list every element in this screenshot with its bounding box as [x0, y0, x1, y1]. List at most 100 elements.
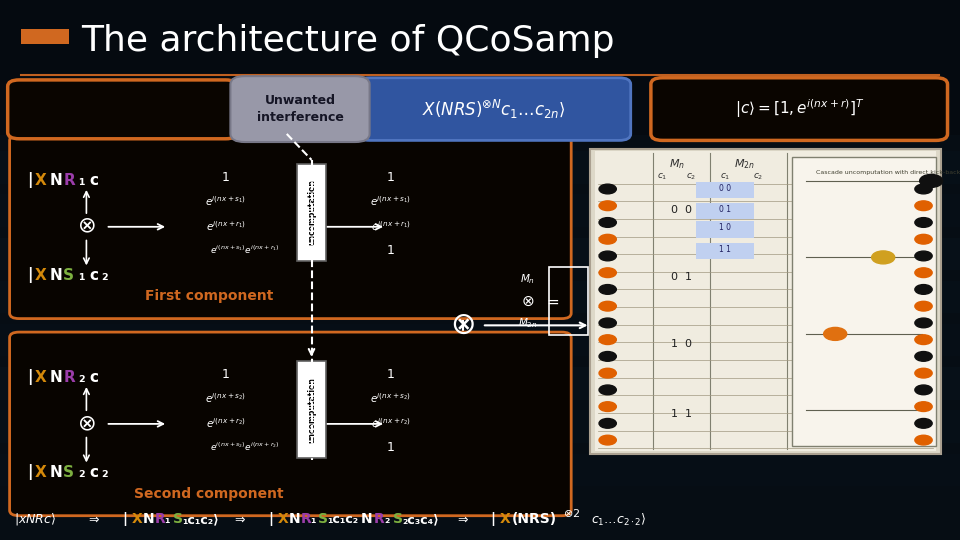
Circle shape — [599, 318, 616, 328]
Circle shape — [599, 251, 616, 261]
Circle shape — [915, 385, 932, 395]
FancyBboxPatch shape — [0, 367, 960, 400]
Text: $M_n$: $M_n$ — [520, 273, 536, 286]
Circle shape — [599, 352, 616, 361]
Text: S: S — [318, 512, 327, 526]
Text: ₁: ₁ — [310, 513, 316, 526]
FancyBboxPatch shape — [358, 78, 631, 140]
Text: $e^{i(nx+s_2)}e^{i(nx+r_2)}$: $e^{i(nx+s_2)}e^{i(nx+r_2)}$ — [210, 441, 279, 453]
Text: N: N — [50, 370, 62, 384]
Text: R: R — [105, 97, 123, 122]
FancyBboxPatch shape — [0, 324, 960, 356]
FancyBboxPatch shape — [0, 454, 960, 486]
Text: 0  1: 0 1 — [671, 272, 692, 282]
Text: $c_1$: $c_1$ — [658, 171, 667, 182]
Text: |: | — [491, 512, 495, 526]
Text: ₁: ₁ — [78, 268, 84, 282]
Text: N: N — [50, 465, 62, 480]
Text: 1 0: 1 0 — [719, 224, 731, 232]
Text: c: c — [89, 370, 98, 384]
Text: S: S — [63, 465, 74, 480]
Text: ₂c₃c₄⟩: ₂c₃c₄⟩ — [402, 513, 439, 526]
Text: R: R — [63, 370, 75, 384]
FancyBboxPatch shape — [8, 80, 237, 139]
Circle shape — [915, 184, 932, 194]
Text: ₂: ₂ — [78, 370, 84, 384]
Bar — [696, 221, 754, 238]
Text: $c_1\ldots c_{2\cdot 2}\rangle$: $c_1\ldots c_{2\cdot 2}\rangle$ — [591, 511, 647, 528]
Text: |: | — [27, 172, 33, 188]
Circle shape — [824, 327, 847, 340]
Text: Cascade uncomputation with direct kick-back: Cascade uncomputation with direct kick-b… — [816, 170, 960, 176]
FancyBboxPatch shape — [0, 281, 960, 313]
Text: |: | — [122, 512, 127, 526]
Text: $e^{i(nx+r_2)}$: $e^{i(nx+r_2)}$ — [371, 416, 411, 430]
Text: The architecture of QCoSamp: The architecture of QCoSamp — [82, 24, 615, 58]
FancyBboxPatch shape — [10, 332, 571, 516]
Text: X: X — [132, 512, 142, 526]
Text: X: X — [35, 173, 46, 187]
Text: (NRS): (NRS) — [512, 512, 557, 526]
Text: 1  1: 1 1 — [671, 409, 692, 419]
Text: |: | — [268, 512, 273, 526]
FancyBboxPatch shape — [0, 410, 960, 443]
Text: |: | — [27, 464, 33, 480]
Text: $|xNRc\rangle$: $|xNRc\rangle$ — [14, 511, 57, 528]
Text: ₁c₁c₂⟩: ₁c₁c₂⟩ — [182, 513, 219, 526]
Circle shape — [599, 285, 616, 294]
Text: N: N — [361, 512, 372, 526]
Circle shape — [915, 435, 932, 445]
Circle shape — [915, 285, 932, 294]
Text: $e^{i(nx+s_1)}e^{i(nx+r_1)}$: $e^{i(nx+s_1)}e^{i(nx+r_1)}$ — [210, 244, 279, 256]
Text: R: R — [63, 173, 75, 187]
Text: $e^{i(nx+s_1)}$: $e^{i(nx+s_1)}$ — [205, 194, 246, 208]
Circle shape — [599, 184, 616, 194]
Text: $=$: $=$ — [544, 294, 560, 308]
Text: $M_{2n}$: $M_{2n}$ — [733, 157, 755, 171]
Circle shape — [599, 201, 616, 211]
Text: $|c\rangle = [1, e^{i(nx+r)}]^T$: $|c\rangle = [1, e^{i(nx+r)}]^T$ — [734, 98, 864, 120]
Text: $c_2$: $c_2$ — [686, 171, 696, 182]
Text: $e^{i(nx+s_2)}$: $e^{i(nx+s_2)}$ — [205, 392, 246, 406]
Text: ₁: ₁ — [164, 513, 170, 526]
Text: ₂: ₂ — [78, 465, 84, 480]
Text: |: | — [46, 97, 55, 122]
Text: ₁c₁c₂: ₁c₁c₂ — [327, 513, 358, 526]
Text: R: R — [155, 512, 165, 526]
Text: c: c — [89, 173, 98, 187]
FancyBboxPatch shape — [10, 135, 571, 319]
Text: c: c — [89, 465, 98, 480]
Text: uncomputation: uncomputation — [307, 377, 316, 442]
Circle shape — [599, 234, 616, 244]
Bar — [0, 135, 960, 540]
Text: $1$: $1$ — [386, 368, 396, 381]
Text: Unwanted
interference: Unwanted interference — [256, 94, 344, 124]
Text: ₁: ₁ — [78, 173, 84, 187]
Bar — [595, 151, 936, 451]
Text: S: S — [393, 512, 402, 526]
Text: $e^{i(nx+s_2)}$: $e^{i(nx+s_2)}$ — [371, 392, 411, 406]
FancyBboxPatch shape — [0, 194, 960, 227]
Text: $\Rightarrow$: $\Rightarrow$ — [232, 513, 247, 526]
FancyBboxPatch shape — [651, 78, 948, 140]
Text: $\otimes$: $\otimes$ — [521, 294, 535, 308]
Text: 0 0: 0 0 — [719, 184, 731, 193]
Circle shape — [915, 268, 932, 278]
Text: N: N — [289, 512, 300, 526]
Circle shape — [915, 418, 932, 428]
Bar — [590, 148, 941, 454]
Circle shape — [915, 368, 932, 378]
Circle shape — [872, 251, 895, 264]
Text: ₂: ₂ — [101, 465, 108, 480]
Text: |: | — [27, 369, 33, 385]
Circle shape — [599, 268, 616, 278]
Text: R: R — [373, 512, 384, 526]
Text: X: X — [62, 97, 81, 122]
Text: N: N — [143, 512, 155, 526]
FancyBboxPatch shape — [297, 361, 326, 458]
Text: $\otimes 2$: $\otimes 2$ — [563, 507, 580, 519]
Text: $\otimes$: $\otimes$ — [77, 414, 96, 434]
Text: X: X — [277, 512, 288, 526]
Text: $e^{i(nx+r_1)}$: $e^{i(nx+r_1)}$ — [371, 219, 411, 233]
Circle shape — [599, 435, 616, 445]
